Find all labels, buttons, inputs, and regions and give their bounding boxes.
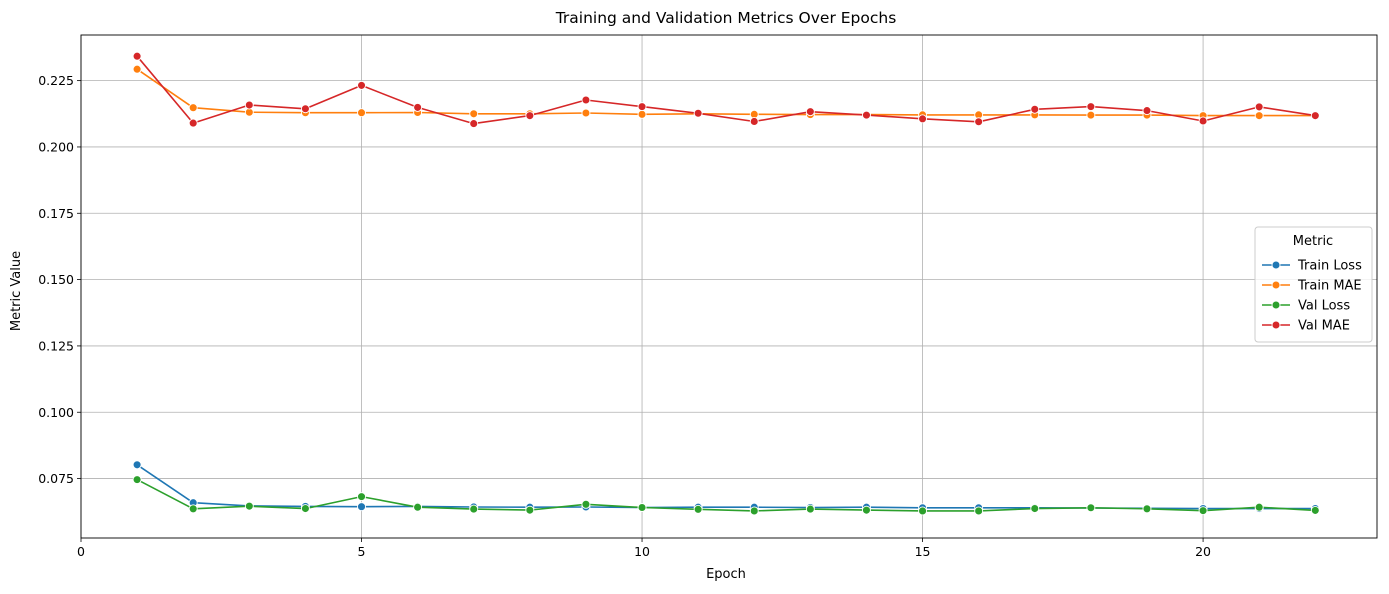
data-point <box>1142 504 1152 514</box>
legend-marker <box>1271 260 1281 270</box>
x-tick-label: 20 <box>1195 544 1211 559</box>
data-point <box>1086 102 1096 112</box>
data-point <box>693 108 703 118</box>
data-point <box>805 107 815 117</box>
data-point <box>357 80 366 90</box>
legend-title: Metric <box>1293 234 1333 249</box>
y-tick-label: 0.125 <box>38 338 74 353</box>
data-point <box>1086 110 1096 120</box>
data-point <box>581 499 591 509</box>
data-point <box>1198 116 1208 126</box>
x-tick-label: 15 <box>915 544 931 559</box>
data-point <box>132 475 142 485</box>
legend-marker <box>1271 280 1281 290</box>
data-point <box>132 64 142 74</box>
data-point <box>1030 104 1040 114</box>
data-point <box>1254 102 1264 112</box>
data-point <box>244 501 254 511</box>
data-point <box>693 504 703 514</box>
data-point <box>581 108 591 118</box>
series-layer <box>132 51 1320 516</box>
y-tick-label: 0.075 <box>38 471 74 486</box>
data-point <box>132 51 142 61</box>
data-point <box>188 504 198 514</box>
data-point <box>469 109 479 119</box>
legend-label: Val MAE <box>1298 319 1350 334</box>
data-point <box>1254 111 1264 121</box>
x-tick-label: 10 <box>634 544 650 559</box>
x-tick-label: 0 <box>77 544 85 559</box>
data-point <box>1254 502 1264 512</box>
y-tick-label: 0.200 <box>38 139 74 154</box>
y-tick-label: 0.175 <box>38 206 74 221</box>
data-point <box>300 504 310 514</box>
data-point <box>413 102 423 112</box>
chart-title: Training and Validation Metrics Over Epo… <box>555 9 897 27</box>
data-point <box>1030 504 1040 514</box>
data-point <box>637 109 647 119</box>
legend-box <box>1254 226 1373 343</box>
data-point <box>188 103 198 113</box>
data-point <box>749 117 759 126</box>
data-point <box>525 111 535 121</box>
grid <box>80 35 1377 538</box>
data-point <box>413 502 423 512</box>
data-point <box>862 110 871 120</box>
data-point <box>1198 506 1208 516</box>
data-point <box>862 505 871 515</box>
legend-label: Train Loss <box>1297 259 1362 274</box>
y-tick-label: 0.225 <box>38 73 74 88</box>
data-point <box>749 506 759 516</box>
data-point <box>918 114 928 124</box>
data-point <box>805 504 815 514</box>
series-line <box>136 464 1316 510</box>
series-line <box>136 55 1316 125</box>
data-point <box>357 108 366 118</box>
data-point <box>1310 505 1320 515</box>
legend-marker <box>1271 300 1281 310</box>
data-point <box>974 117 984 127</box>
data-point <box>1086 503 1096 513</box>
series-line <box>136 68 1316 117</box>
data-point <box>132 460 142 470</box>
plot-frame <box>80 34 1378 539</box>
data-point <box>469 504 479 514</box>
data-point <box>1310 111 1320 121</box>
data-point <box>244 100 254 110</box>
legend-label: Val Loss <box>1298 299 1350 314</box>
ticks: 0 5 10 15 20 0.075 0.100 0.125 0.150 0.175 0.200 0.… <box>38 73 1211 559</box>
y-tick-label: 0.150 <box>38 272 74 287</box>
legend: Metric Train Loss Train MAE Val Loss Val MA… <box>1254 226 1373 343</box>
data-point <box>581 95 591 105</box>
data-point <box>469 119 479 129</box>
x-tick-label: 5 <box>358 544 366 559</box>
data-point <box>357 502 366 512</box>
legend-marker <box>1271 320 1281 330</box>
data-point <box>974 506 984 516</box>
series-line <box>136 478 1316 512</box>
data-point <box>188 118 198 128</box>
legend-label: Train MAE <box>1297 279 1362 294</box>
data-point <box>525 505 535 515</box>
y-axis-label: Metric Value <box>9 251 24 331</box>
data-point <box>357 492 366 502</box>
data-point <box>1142 106 1152 116</box>
data-point <box>918 506 928 516</box>
y-tick-label: 0.100 <box>38 405 74 420</box>
data-point <box>300 104 310 114</box>
data-point <box>637 503 647 512</box>
data-point <box>637 102 647 112</box>
x-axis-label: Epoch <box>706 567 746 582</box>
